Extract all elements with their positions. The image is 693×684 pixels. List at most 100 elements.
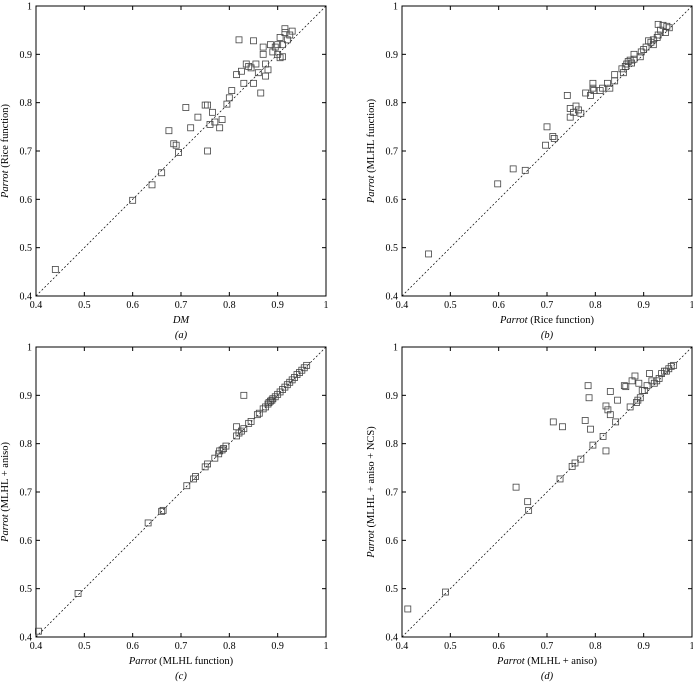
panel-d-y-tick-label: 0.8 xyxy=(386,439,399,450)
panel-c-data-point xyxy=(281,383,289,391)
panel-b-data-point xyxy=(577,109,585,117)
panel-d-data-point xyxy=(622,383,630,391)
panel-d-data-point xyxy=(599,433,607,440)
panel-a-data-point xyxy=(201,101,209,109)
panel-a-data-point xyxy=(245,63,253,70)
panel-d-y-tick-label: 0.9 xyxy=(386,391,399,402)
panel-d-data-point xyxy=(442,588,449,596)
panel-c-data-point xyxy=(192,473,199,480)
panel-c-data-point xyxy=(286,378,294,386)
panel-a-y-tick-label: 0.8 xyxy=(20,98,33,109)
panel-d-data-point xyxy=(549,418,557,426)
panel-b-x-tick-label: 0.5 xyxy=(444,300,457,311)
panel-c-data-point xyxy=(190,475,197,483)
panel-d-data-point xyxy=(404,605,412,613)
panel-b-data-point xyxy=(543,123,551,131)
panel-c-data-point xyxy=(274,390,282,398)
panel-a-x-tick-label: 0.9 xyxy=(271,300,284,311)
panel-a-data-point xyxy=(165,127,173,135)
panel-a-data-point xyxy=(283,36,291,44)
panel-a-x-tick-label: 0.7 xyxy=(175,300,188,311)
panel-c-data-point xyxy=(144,519,152,527)
panel-c-data-point xyxy=(216,447,224,455)
panel-a-data-point xyxy=(223,100,231,108)
panel-d-x-tick-label: 0.4 xyxy=(396,641,409,652)
panel-a-data-point xyxy=(182,104,190,111)
panel-d-data-point xyxy=(648,377,656,385)
panel-a-data-point xyxy=(158,169,166,177)
panel-a-x-tick-label: 0.8 xyxy=(223,300,236,311)
panel-b-y-tick-label: 0.7 xyxy=(386,147,399,158)
panel-b-data-point xyxy=(611,71,619,79)
panel-c-x-axis-title: Parrot (MLHL function) xyxy=(128,656,234,667)
panel-a-y-tick-label: 1 xyxy=(27,2,32,13)
panel-d-data-point xyxy=(636,394,644,402)
panel-d-y-tick-label: 0.5 xyxy=(386,584,399,595)
panel-a-data-point xyxy=(194,113,202,121)
panel-b-data-point xyxy=(521,166,529,174)
panel-a-data-point xyxy=(259,43,267,51)
panel-c-data-point xyxy=(240,425,248,433)
panel-c-y-tick-label: 0.6 xyxy=(20,536,33,547)
panel-c-data-point xyxy=(238,427,245,435)
panel-a-x-tick-label: 1 xyxy=(324,300,329,311)
panel-c-data-point xyxy=(276,388,284,396)
panel-b-data-point xyxy=(599,84,606,92)
panel-a-data-point xyxy=(209,108,216,116)
panel-b-data-point xyxy=(425,250,432,258)
panel-d-data-point xyxy=(612,418,620,426)
panel-d-x-axis-title: Parrot (MLHL + aniso) xyxy=(496,656,597,667)
panel-d-data-point xyxy=(626,403,634,411)
panel-b-data-point xyxy=(654,20,662,28)
panel-b-data-point xyxy=(589,79,597,87)
panel-b-axes: 0.40.4 0.5 0.5 0.6 0.6 0.7 0.7 0.8 0.8 0.9 0.9 1 1 xyxy=(386,2,693,312)
panel-d-data-point xyxy=(512,483,520,491)
panel-b-data-point xyxy=(649,41,657,49)
panel-c-data-point xyxy=(35,627,42,635)
panel-a-data-point xyxy=(250,79,257,87)
panel-a-x-tick-label: 0.6 xyxy=(126,300,138,311)
panel-b-x-tick-label: 0.4 xyxy=(396,300,409,311)
panel-c-data-point xyxy=(204,460,211,468)
panel-b-y-axis-title: Parrot (MLHL function) xyxy=(366,98,377,204)
panel-a-data-point xyxy=(276,34,284,41)
panel-b-data-point xyxy=(606,84,614,92)
panel-a-x-tick-label: 0.4 xyxy=(30,300,43,311)
panel-d-data-point xyxy=(634,396,642,404)
panel-c-y-tick-label: 0.7 xyxy=(20,488,33,499)
panel-a-data-point xyxy=(257,89,265,97)
panel-a-data-point xyxy=(216,124,224,132)
panel-a-label: (a) xyxy=(175,330,188,341)
panel-b-points xyxy=(425,20,673,258)
panel-a-data-point xyxy=(238,67,245,75)
panel-c-data-point xyxy=(269,395,277,403)
panel-d-points xyxy=(404,361,678,613)
panel-b-reference-line xyxy=(401,5,693,297)
panel-c-label: (c) xyxy=(175,671,187,682)
panel-c-data-point xyxy=(247,418,255,425)
panel-a-data-point xyxy=(240,79,248,87)
panel-d-y-axis-title: Parrot (MLHL + aniso + NCS) xyxy=(366,426,377,559)
panel-b-x-tick-label: 0.7 xyxy=(541,300,554,311)
panel-a-y-tick-label: 0.4 xyxy=(20,292,33,303)
panel-b-data-point xyxy=(604,79,611,87)
panel-a-y-tick-label: 0.6 xyxy=(20,195,33,206)
panel-b-x-tick-label: 0.6 xyxy=(492,300,505,311)
panel-b-x-tick-label: 0.8 xyxy=(589,300,602,311)
panel-d-data-point xyxy=(581,417,589,424)
panel-a-data-point xyxy=(129,196,137,204)
panel-b-data-point xyxy=(589,84,597,92)
panel-c-data-point xyxy=(222,442,230,450)
panel-d-data-point xyxy=(604,406,612,414)
panel-a-reference-line xyxy=(35,5,327,297)
panel-d-label: (d) xyxy=(541,671,554,682)
panel-a-data-point xyxy=(206,121,214,128)
panel-d-data-point xyxy=(643,382,651,390)
panel-d-data-point xyxy=(571,459,579,467)
panel-c-y-tick-label: 1 xyxy=(27,343,32,354)
panel-d-x-tick-label: 1 xyxy=(690,641,693,652)
panel-c-x-tick-label: 0.7 xyxy=(175,641,188,652)
panel-d-x-tick-label: 0.5 xyxy=(444,641,457,652)
panel-d-data-point xyxy=(606,388,614,395)
panel-c-x-tick-label: 0.5 xyxy=(78,641,91,652)
